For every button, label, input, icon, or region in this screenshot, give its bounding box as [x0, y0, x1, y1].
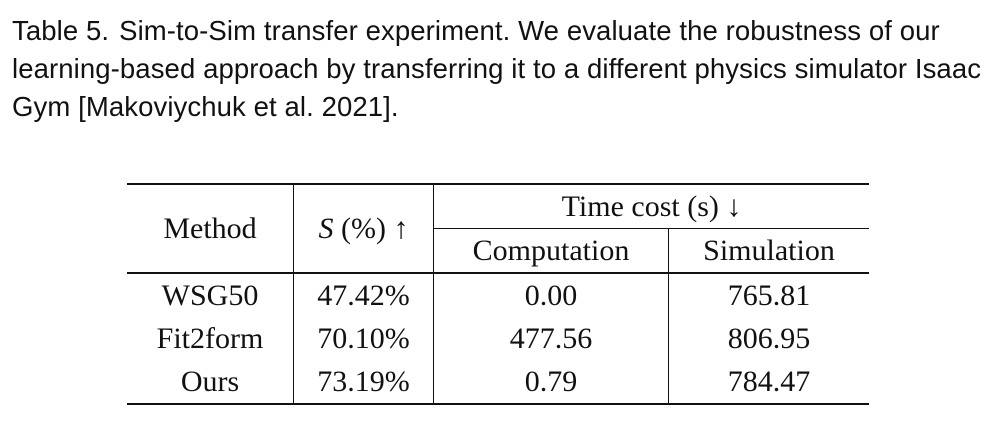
- header-row-sub: Computation Simulation: [127, 228, 869, 273]
- cell-success: 73.19%: [293, 360, 434, 405]
- cell-simulation: 806.95: [727, 321, 811, 355]
- cell-computation: 0.00: [433, 272, 669, 317]
- cell-simulation: 765.81: [668, 272, 869, 317]
- table-row: Ours 73.19% 0.79 784.47: [127, 360, 869, 405]
- success-symbol: S: [318, 211, 334, 245]
- table-row: WSG50 47.42% 0.00 765.81: [127, 272, 869, 317]
- success-unit: (%) ↑: [333, 211, 409, 245]
- header-success: S (%) ↑: [293, 183, 434, 273]
- cell-computation: 477.56: [433, 317, 669, 360]
- header-time-cost: Time cost (s) ↓: [433, 183, 869, 229]
- header-row-top: Method S (%) ↑ Time cost (s) ↓: [127, 183, 869, 273]
- table-row: Fit2form 70.10% 477.56 806.95: [127, 317, 869, 360]
- header-simulation: Simulation: [703, 233, 835, 267]
- cell-method: Fit2form: [127, 317, 294, 360]
- cell-method: Ours: [127, 360, 294, 405]
- table-caption: Table 5. Sim-to-Sim transfer experiment. …: [12, 12, 987, 126]
- caption-label: Table 5.: [12, 15, 110, 46]
- results-table: Method S (%) ↑ Time cost (s) ↓ Computati…: [127, 183, 869, 405]
- header-method: Method: [127, 183, 294, 273]
- header-computation: Computation: [433, 228, 669, 273]
- cell-simulation: 784.47: [668, 360, 869, 405]
- cell-success: 70.10%: [293, 317, 434, 360]
- caption-text: Sim-to-Sim transfer experiment. We evalu…: [12, 15, 982, 122]
- cell-success: 47.42%: [293, 272, 434, 317]
- cell-method: WSG50: [127, 272, 294, 317]
- cell-computation: 0.79: [433, 360, 669, 405]
